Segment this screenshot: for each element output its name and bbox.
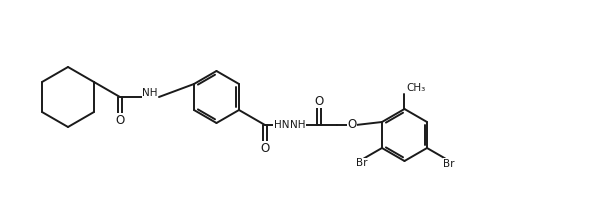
Text: O: O: [261, 141, 270, 155]
Text: NH: NH: [290, 120, 305, 130]
Text: NH: NH: [142, 88, 158, 98]
Text: Br: Br: [444, 159, 455, 169]
Text: Br: Br: [356, 159, 367, 169]
Text: O: O: [115, 113, 125, 127]
Text: CH₃: CH₃: [407, 83, 426, 93]
Text: HN: HN: [274, 120, 289, 130]
Text: O: O: [347, 119, 356, 131]
Text: O: O: [315, 95, 324, 107]
